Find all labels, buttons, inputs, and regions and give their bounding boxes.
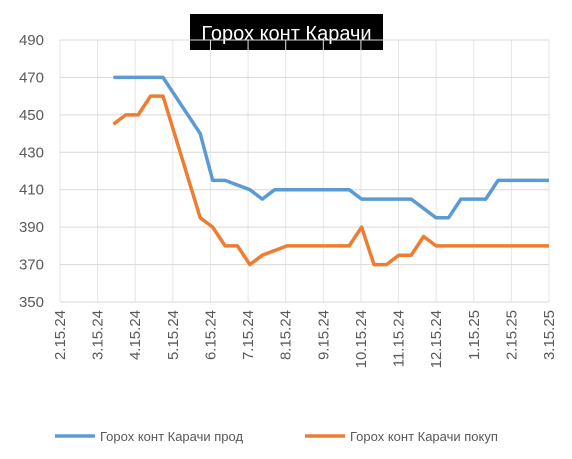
y-tick-label: 470 [19, 69, 44, 86]
x-tick-label: 5.15.24 [165, 310, 182, 360]
chart-title-background [190, 14, 383, 50]
legend: Горох конт Карачи прод Горох конт Карачи … [55, 429, 498, 444]
x-tick-label: 12.15.24 [428, 310, 445, 368]
x-tick-label: 9.15.24 [315, 310, 332, 360]
legend-label: Горох конт Карачи прод [100, 429, 243, 444]
x-tick-label: 2.15.25 [503, 310, 520, 360]
x-tick-label: 11.15.24 [391, 310, 408, 367]
x-tick-label: 6.15.24 [202, 310, 219, 360]
x-tick-label: 7.15.24 [240, 310, 257, 360]
y-tick-label: 370 [19, 257, 44, 274]
x-tick-label: 2.15.24 [52, 310, 69, 360]
grid [59, 39, 550, 303]
y-tick-label: 450 [19, 107, 44, 124]
chart-title-text: Горох конт Карачи [201, 23, 371, 45]
series [112, 75, 549, 267]
y-tick-label: 390 [19, 219, 44, 236]
y-tick-label: 490 [19, 32, 44, 49]
y-tick-label: 410 [19, 182, 44, 199]
x-tick-label: 8.15.24 [278, 310, 295, 360]
x-tick-label: 10.15.24 [353, 310, 370, 368]
y-axis: 350 370 390 410 430 450 470 490 [19, 32, 44, 311]
x-tick-label: 4.15.24 [127, 310, 144, 360]
y-tick-label: 350 [19, 294, 44, 311]
series-line-2 [112, 94, 549, 267]
x-tick-label: 1.15.25 [466, 310, 483, 360]
x-tick-label: 3.15.25 [541, 310, 558, 360]
series-line-1 [113, 75, 549, 220]
legend-label: Горох конт Карачи покуп [350, 429, 498, 444]
x-axis: 2.15.24 3.15.24 4.15.24 5.15.24 6.15.24 7.15.… [52, 310, 558, 368]
x-tick-label: 3.15.24 [90, 310, 107, 360]
chart-title: Горох конт Карачи [190, 14, 383, 50]
y-tick-label: 430 [19, 144, 44, 161]
